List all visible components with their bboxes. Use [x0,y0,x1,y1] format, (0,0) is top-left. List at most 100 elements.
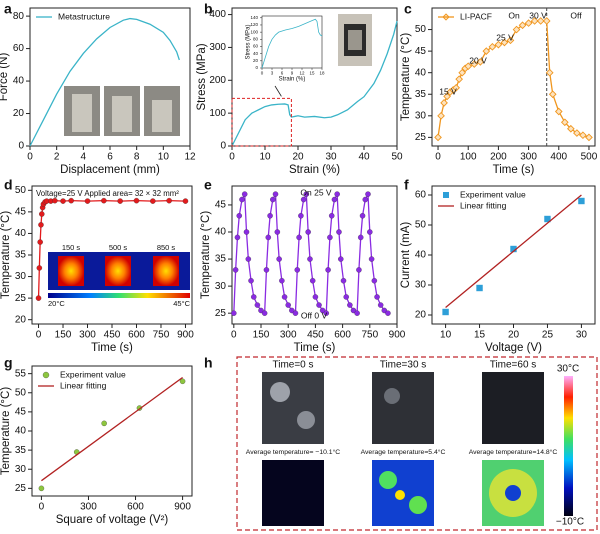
point [365,191,371,197]
x-tick-label: 150 [253,330,270,341]
time-label: Time=30 s [380,360,427,371]
legend-label: Experiment value [60,369,126,379]
x-axis-label: Voltage (V) [485,342,542,354]
point [573,129,581,137]
y-axis-label: Stress (MPa) [196,43,208,110]
x-tick-label: 10 [440,330,452,341]
y-tick-label: 50 [415,24,427,35]
y-tick-label: 30 [15,464,27,475]
y-tick-label: 25 [215,308,227,319]
inset-label: 850 s [157,243,176,252]
point [437,111,445,120]
series-line [29,17,180,147]
point [530,17,539,25]
point [300,196,307,203]
x-tick-label: 0 [27,152,33,163]
point [36,265,43,271]
point [276,256,282,262]
photos-a [64,86,180,136]
panel-letter: d [4,177,13,193]
x-tick-label: 8 [134,152,140,163]
point [325,267,331,273]
point [327,234,333,241]
x-tick-label: 400 [550,152,567,163]
x-axis-label: Time (s) [493,164,535,176]
point [442,308,449,316]
point [316,302,322,308]
annotation: Off [570,10,582,20]
point [494,40,503,49]
panel-letter: g [4,355,13,371]
point [356,267,362,273]
point [374,294,380,300]
point [292,310,299,316]
point [251,294,257,300]
x-tick-label: 150 [55,330,72,341]
point [323,310,330,316]
x-tick-label: 40 [358,152,370,163]
panel-letter: h [204,355,213,371]
point [443,92,451,101]
y-tick-label: 80 [253,36,259,41]
legend-label: Experiment value [460,189,526,199]
point [35,295,42,301]
x-axis-label: Displacement (mm) [60,164,160,176]
series-line [445,194,582,309]
point [272,191,279,197]
y-axis-label: Temperature (°C) [0,211,12,299]
y-tick-label: 40 [15,426,27,437]
y-tick-label: 25 [15,293,27,304]
y-tick-label: 30 [415,110,427,121]
y-tick-label: 45 [215,200,227,211]
x-tick-label: 450 [307,330,324,341]
series-line [231,20,398,147]
y-axis-label: Temperature (°C) [0,387,12,475]
point [265,234,272,241]
point [470,60,479,68]
point [68,197,74,204]
point [179,378,186,385]
x-axis-label: Time (s) [294,342,336,354]
point [305,229,311,235]
colorbar-label: −10°C [556,517,584,528]
y-tick-label: 200 [209,75,226,86]
point [524,19,533,27]
x-tick-label: 15 [474,330,486,341]
x-tick-label: 900 [177,330,194,341]
point [476,58,485,66]
panel-letter: e [204,177,212,193]
point [232,267,239,273]
x-tick-label: 500 [581,152,598,163]
x-tick-label: 18 [319,70,325,75]
point [281,294,288,300]
y-tick-label: 100 [250,29,258,34]
point [357,234,364,241]
point [464,62,473,71]
annotation: 15 V [439,86,457,96]
point [307,256,313,262]
y-tick-label: 30 [215,281,227,292]
y-tick-label: 80 [13,11,25,22]
point [38,485,45,492]
y-tick-label: 60 [253,44,259,49]
point [84,198,91,204]
time-label: Time=0 s [272,360,313,371]
point [234,234,241,241]
point [536,17,545,25]
point [267,213,273,219]
y-tick-label: 25 [415,132,427,143]
point [518,21,527,30]
panel-letter: a [4,1,12,17]
point [117,198,123,204]
y-tick-label: 0 [255,65,258,70]
point [343,294,349,300]
point [336,229,342,235]
point [455,75,464,83]
y-axis-label: Stress (MPa) [246,24,252,59]
point [245,256,252,262]
x-tick-label: 300 [80,502,97,513]
plot-frame [231,7,398,147]
x-tick-label: 15 [309,70,315,75]
y-tick-label: 50 [15,185,27,196]
x-tick-label: 10 [259,152,271,163]
